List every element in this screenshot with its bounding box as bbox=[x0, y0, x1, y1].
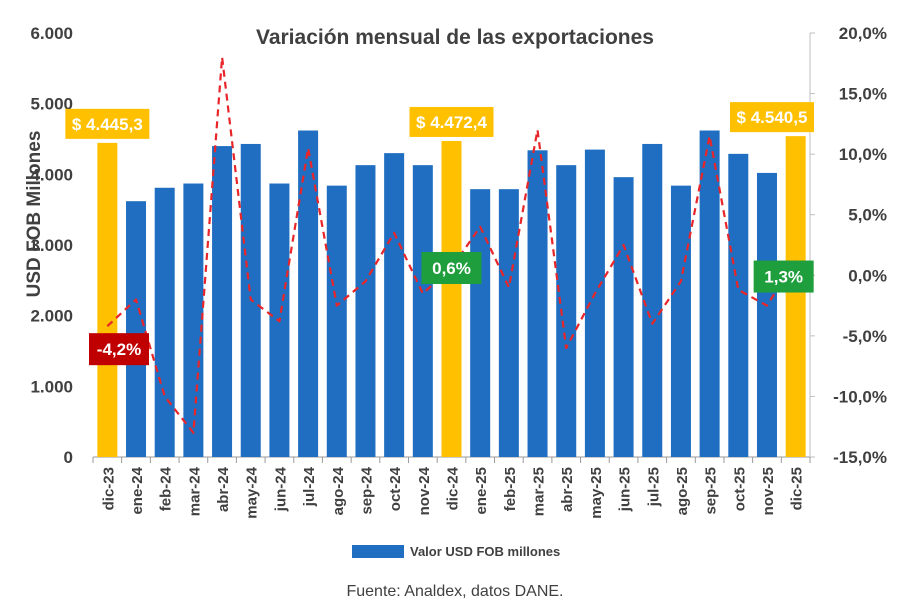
pct-callout-label: 0,6% bbox=[432, 259, 471, 278]
bar bbox=[183, 183, 204, 457]
x-tick-label: mar-25 bbox=[531, 467, 548, 516]
bar bbox=[355, 165, 376, 457]
y-tick-label: 0 bbox=[64, 448, 73, 467]
bar-highlight bbox=[97, 142, 118, 457]
pct-callout-label: 1,3% bbox=[764, 268, 803, 287]
pct-callout-box bbox=[421, 252, 482, 285]
bar-highlight bbox=[785, 136, 806, 457]
x-tick-label: jul-24 bbox=[301, 466, 318, 507]
x-tick-label: feb-24 bbox=[158, 466, 175, 511]
x-tick-label: sep-25 bbox=[703, 467, 720, 515]
pct-callout-label: -4,2% bbox=[97, 340, 141, 359]
legend: Valor USD FOB millones bbox=[352, 544, 560, 559]
bar bbox=[154, 187, 175, 457]
y-tick-label: 4.000 bbox=[30, 165, 73, 184]
bar bbox=[326, 185, 347, 457]
value-callout-label: $ 4.445,3 bbox=[72, 115, 143, 134]
y2-tick-label: 10,0% bbox=[839, 145, 887, 164]
x-tick-label: mar-24 bbox=[186, 466, 203, 516]
y2-tick-label: -15,0% bbox=[833, 448, 887, 467]
pct-callout-box bbox=[89, 333, 149, 366]
y2-tick-label: -5,0% bbox=[843, 327, 887, 346]
x-tick-label: oct-24 bbox=[387, 466, 404, 511]
y-tick-label: 5.000 bbox=[30, 95, 73, 114]
y2-tick-label: 20,0% bbox=[839, 24, 887, 43]
bar bbox=[527, 150, 548, 457]
x-tick-label: oct-25 bbox=[731, 467, 748, 511]
value-callout-box bbox=[730, 102, 814, 133]
bar bbox=[126, 201, 147, 457]
pct-callout-box bbox=[753, 260, 814, 293]
bar bbox=[613, 177, 634, 457]
bar bbox=[556, 165, 577, 457]
x-tick-label: jun-24 bbox=[272, 466, 289, 512]
y2-tick-label: 15,0% bbox=[839, 85, 887, 104]
y-tick-label: 3.000 bbox=[30, 236, 73, 255]
x-tick-label: may-24 bbox=[244, 466, 261, 518]
bar bbox=[298, 130, 319, 457]
value-callout-label: $ 4.472,4 bbox=[416, 113, 487, 132]
bar bbox=[384, 153, 405, 457]
y-tick-label: 1.000 bbox=[30, 377, 73, 396]
bar bbox=[699, 130, 720, 457]
x-tick-label: may-25 bbox=[588, 467, 605, 519]
value-callout-box bbox=[65, 108, 150, 139]
x-tick-label: ene-24 bbox=[129, 466, 146, 514]
x-tick-label: abr-24 bbox=[215, 466, 232, 512]
bar bbox=[412, 165, 433, 457]
x-tick-label: dic-25 bbox=[789, 467, 806, 510]
x-tick-label: nov-24 bbox=[416, 466, 433, 515]
x-tick-label: ago-25 bbox=[674, 467, 691, 515]
x-tick-label: dic-24 bbox=[445, 466, 462, 510]
y-axis-label: USD FOB Millones bbox=[24, 131, 45, 298]
y2-tick-label: 5,0% bbox=[848, 206, 887, 225]
bar-highlight bbox=[441, 140, 462, 458]
plot-area: 0 1.000 2.000 3.000 4.000 5.000 6.000 -15,0% -10… bbox=[30, 24, 887, 519]
bar bbox=[756, 172, 777, 458]
x-tick-label: ago-24 bbox=[330, 466, 347, 515]
x-tick-label: jul-25 bbox=[645, 467, 662, 507]
x-tick-label: feb-25 bbox=[502, 467, 519, 511]
bar bbox=[642, 143, 663, 458]
bar bbox=[584, 149, 605, 457]
x-tick-label: sep-24 bbox=[358, 466, 375, 514]
y-tick-label: 2.000 bbox=[30, 307, 73, 326]
bar bbox=[212, 146, 233, 458]
x-tick-label: ene-25 bbox=[473, 467, 490, 515]
bar bbox=[498, 189, 519, 457]
y2-tick-label: 0,0% bbox=[848, 266, 887, 285]
legend-label: Valor USD FOB millones bbox=[410, 544, 560, 559]
bar bbox=[728, 153, 749, 457]
legend-swatch bbox=[352, 545, 404, 558]
y2-tick-label: -10,0% bbox=[833, 387, 887, 406]
x-tick-label: dic-23 bbox=[100, 467, 117, 510]
variation-line bbox=[106, 56, 797, 434]
x-tick-label: nov-25 bbox=[760, 467, 777, 515]
value-callout-label: $ 4.540,5 bbox=[737, 108, 808, 127]
y-tick-label: 6.000 bbox=[30, 24, 73, 43]
x-tick-label: jun-25 bbox=[617, 467, 634, 512]
bar bbox=[470, 189, 491, 457]
chart-title: Variación mensual de las exportaciones bbox=[256, 26, 654, 49]
bar bbox=[670, 185, 691, 457]
x-tick-label: abr-25 bbox=[559, 467, 576, 512]
value-callout-box bbox=[409, 106, 494, 137]
source-note: Fuente: Analdex, datos DANE. bbox=[346, 583, 563, 600]
